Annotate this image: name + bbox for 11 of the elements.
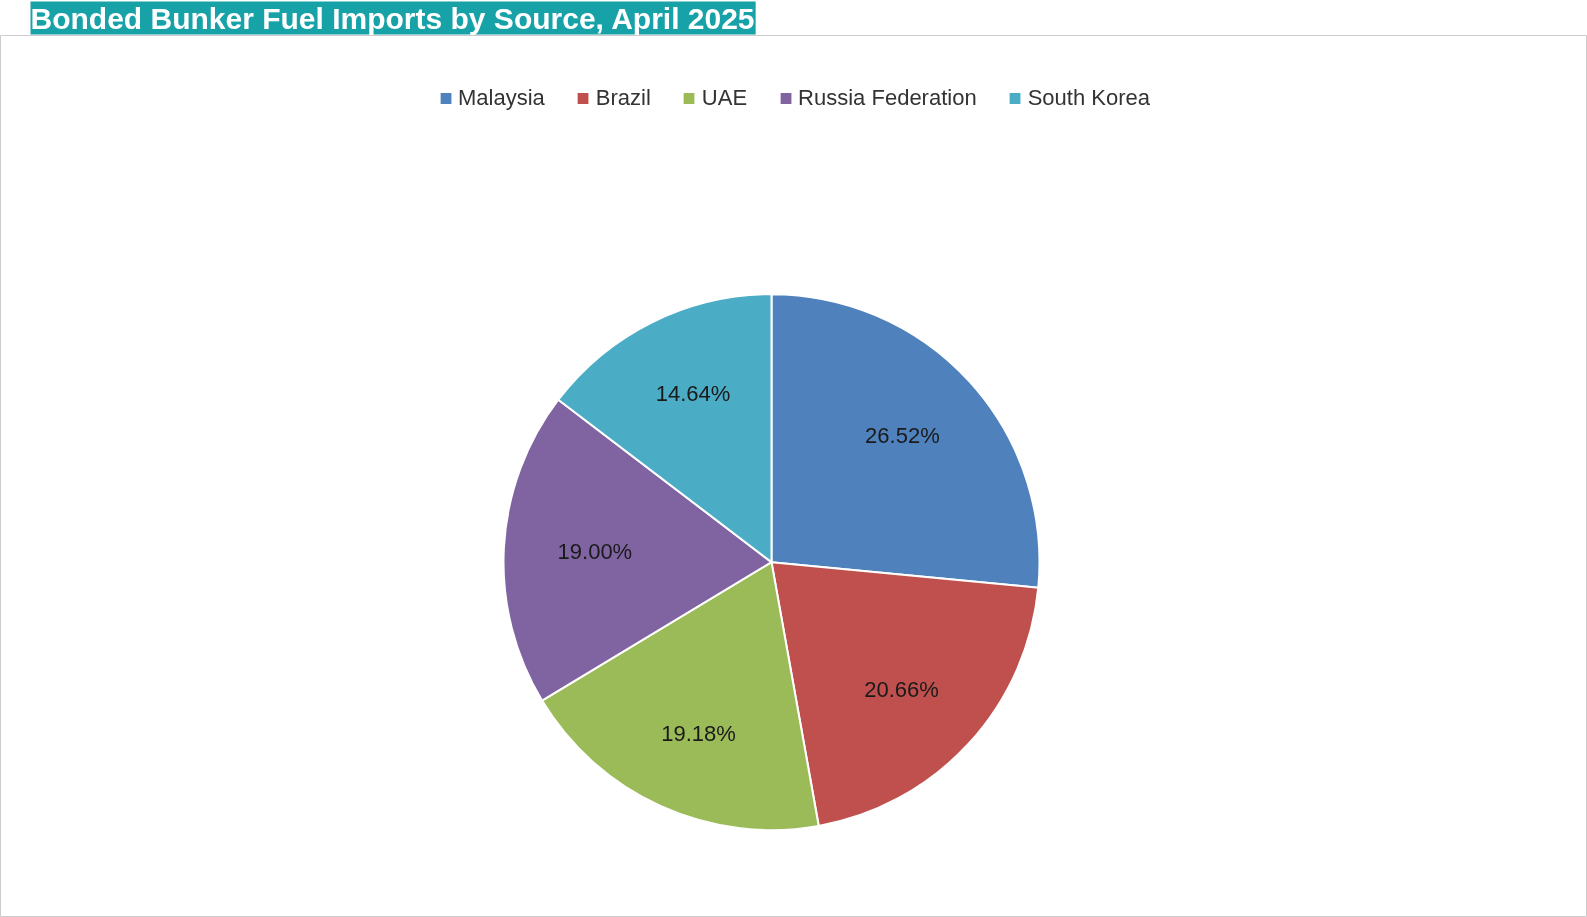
chart-title: Bonded Bunker Fuel Imports by Source, April 2025 [30,1,755,35]
legend-label: Malaysia [458,85,545,111]
legend-label: South Korea [1027,85,1150,111]
data-label: 20.66% [864,677,939,703]
legend-label: UAE [701,85,748,111]
legend-label: Russia Federation [798,85,977,111]
data-label: 14.64% [655,381,731,407]
legend-label: Brazil [595,85,651,111]
data-label: 19.00% [557,539,633,565]
data-label: 26.52% [865,423,940,449]
data-label: 19.18% [661,721,736,747]
